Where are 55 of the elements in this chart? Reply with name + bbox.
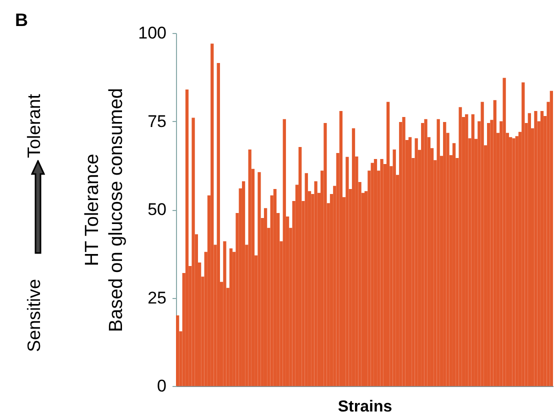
bar (443, 122, 446, 386)
text: B (15, 10, 28, 31)
bar (452, 143, 456, 386)
bar (502, 78, 506, 386)
text: Tolerant (24, 94, 45, 158)
bar (346, 156, 349, 386)
bar (421, 123, 424, 386)
bar (264, 208, 268, 386)
bar (550, 90, 553, 386)
bar (458, 107, 462, 386)
y-axis-title: HT Tolerance Based on glucose consumed (82, 88, 128, 332)
bar (414, 138, 418, 386)
bar (314, 181, 318, 386)
bar (522, 82, 525, 386)
bar (258, 172, 261, 386)
bar (192, 118, 195, 386)
bar (471, 114, 474, 386)
bar (176, 315, 180, 386)
bar (298, 147, 302, 386)
y-tick-label: 0 (157, 376, 166, 396)
bar (370, 162, 374, 386)
bar (487, 123, 490, 386)
bar (339, 111, 343, 386)
bar (282, 119, 286, 386)
bar (229, 248, 233, 386)
bar (493, 100, 496, 386)
bar (185, 89, 189, 386)
bar (509, 137, 512, 386)
bar (380, 159, 384, 386)
bar (223, 241, 226, 386)
y-tick-label: 50 (148, 200, 166, 219)
bar (324, 123, 327, 386)
bar (534, 111, 538, 386)
bar (304, 173, 308, 386)
bar (424, 119, 428, 386)
bar (392, 149, 396, 386)
bar (402, 117, 406, 386)
bar (386, 102, 390, 386)
y-tick-label: 75 (148, 112, 166, 131)
x-axis-title: Strains (338, 398, 392, 416)
bar (273, 189, 277, 386)
bar (436, 119, 440, 386)
bar (512, 138, 516, 386)
bar (242, 181, 246, 386)
y-tick-label: 100 (138, 24, 166, 42)
bar (248, 149, 252, 386)
y-tick-label: 25 (148, 288, 166, 308)
bar (528, 113, 532, 386)
text: Sensitive (24, 278, 45, 352)
bar (210, 44, 214, 386)
bar (408, 137, 412, 386)
bar (515, 136, 518, 386)
bar (465, 114, 468, 386)
bar (216, 63, 220, 386)
bar (480, 102, 484, 386)
